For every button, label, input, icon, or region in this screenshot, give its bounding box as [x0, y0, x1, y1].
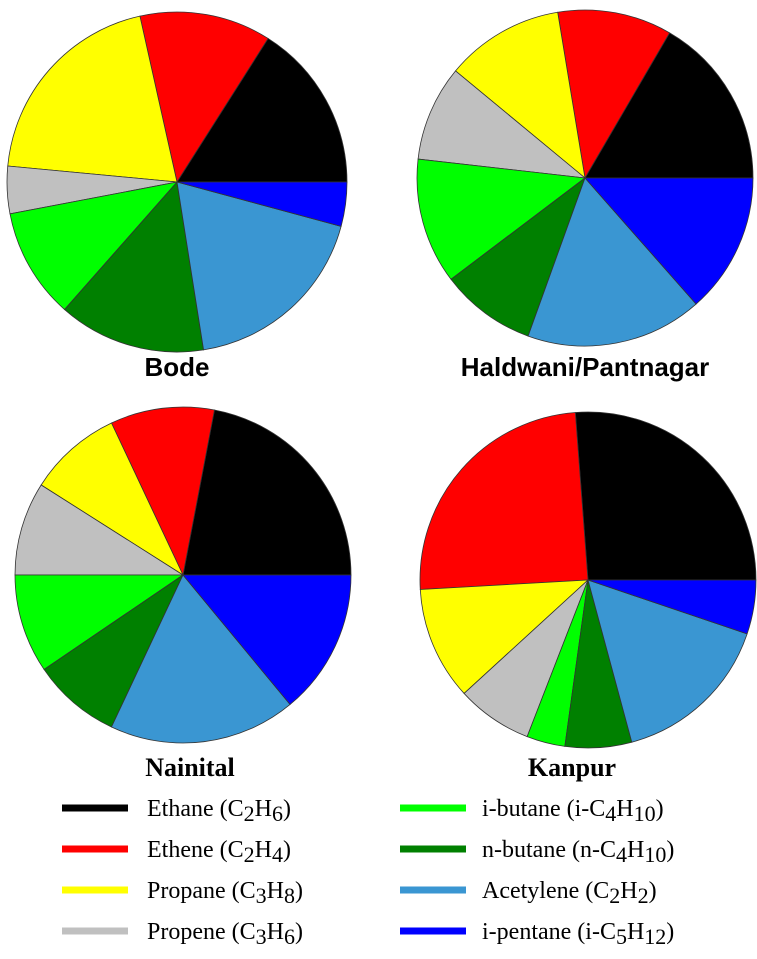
pie-slice — [450, 176, 586, 337]
pie-slice — [43, 573, 184, 728]
pie-slice — [574, 411, 757, 581]
legend-label: i-butane (i-C4H10) — [482, 796, 664, 826]
legend-label: Ethane (C2H6) — [147, 796, 291, 826]
pie-slice — [419, 579, 590, 695]
pie-title: Nainital — [145, 753, 235, 782]
legend-label: Ethene (C2H4) — [147, 837, 291, 867]
pie-slice — [110, 574, 291, 744]
legend-label: Propane (C3H8) — [147, 878, 303, 908]
pie-slice — [182, 574, 352, 706]
pie-slice — [40, 422, 184, 577]
pie-slice — [176, 181, 348, 227]
pie-slice — [14, 484, 185, 576]
pie-slice — [9, 181, 179, 311]
pie-slice — [139, 11, 269, 184]
pie-slice — [419, 412, 589, 590]
pie-slice — [557, 9, 671, 180]
legend-label: Acetylene (C2H2) — [482, 878, 657, 908]
legend-label: n-butane (n-C4H10) — [482, 837, 674, 867]
pie-slice — [64, 181, 205, 353]
pie-slice — [176, 181, 342, 351]
legend-label: i-pentane (i-C5H12) — [482, 919, 674, 949]
pie-slice — [416, 158, 587, 280]
pie-title: Haldwani/Pantnagar — [461, 352, 710, 382]
pie-slice — [527, 177, 697, 347]
pie-slice — [7, 15, 178, 183]
pie-slice — [110, 406, 215, 577]
pie-slice — [454, 11, 586, 179]
legend-label: Propene (C3H6) — [147, 919, 303, 949]
pie-slice — [584, 177, 754, 305]
pie-slice — [584, 32, 754, 179]
pie-slice — [587, 579, 757, 635]
pie-slice — [182, 409, 352, 576]
pie-title: Bode — [145, 352, 210, 382]
pie-slice — [417, 70, 587, 179]
pie-slice — [14, 574, 185, 670]
pie-title: Kanpur — [528, 753, 616, 782]
pie-slice — [176, 37, 348, 183]
